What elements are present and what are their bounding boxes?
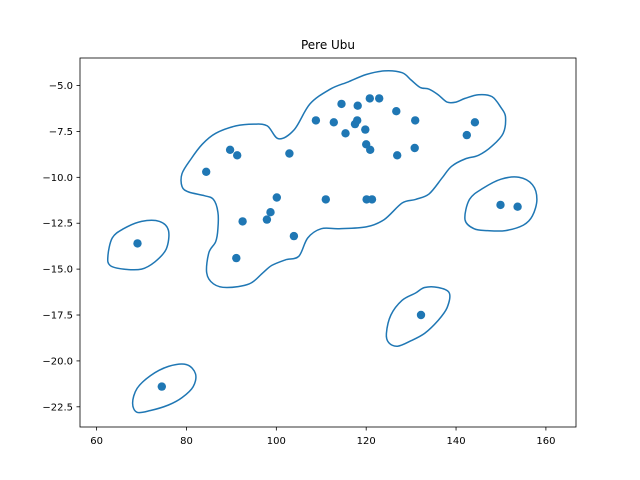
data-point-9 — [266, 208, 275, 217]
data-point-24 — [365, 94, 374, 103]
axes: 60 80 100 120 140 160 −22.5 −20.0 −17.5 −15.0 −12.… — [42, 57, 577, 447]
y-tick-label: −10.0 — [42, 173, 73, 184]
density-contour-4 — [385, 286, 451, 347]
data-point-13 — [311, 116, 321, 125]
plot-area — [106, 70, 538, 414]
x-tick-label: 120 — [357, 436, 376, 447]
data-point-1 — [133, 239, 142, 248]
data-point-3 — [202, 167, 211, 176]
y-tick-label: −22.5 — [42, 402, 73, 413]
data-point-36 — [513, 202, 522, 211]
data-point-12 — [289, 231, 299, 241]
density-contour-2 — [106, 219, 170, 271]
axes-frame — [79, 57, 577, 428]
y-tick-label: −17.5 — [42, 311, 73, 322]
chart-title: Pere Ubu — [301, 38, 355, 52]
y-tick-label: −12.5 — [42, 219, 73, 230]
data-point-15 — [329, 118, 338, 127]
y-tick-label: −15.0 — [42, 265, 73, 276]
density-contour-3 — [131, 363, 197, 414]
data-point-19 — [353, 116, 362, 125]
density-contour-5 — [464, 176, 538, 232]
data-point-2 — [157, 382, 166, 391]
data-point-31 — [411, 116, 420, 125]
x-tick-label: 140 — [446, 436, 465, 447]
data-point-34 — [470, 118, 480, 127]
data-point-28 — [392, 107, 401, 116]
data-point-29 — [393, 151, 402, 160]
data-point-21 — [361, 125, 370, 134]
data-point-10 — [272, 193, 281, 202]
y-tick-label: −5.0 — [49, 81, 73, 92]
data-point-6 — [232, 253, 241, 263]
data-point-20 — [353, 101, 362, 110]
data-point-17 — [341, 129, 350, 138]
data-point-5 — [233, 151, 242, 160]
y-tick-label: −20.0 — [42, 356, 73, 367]
data-point-14 — [321, 195, 330, 204]
data-point-30 — [410, 143, 419, 153]
x-tick-label: 100 — [267, 436, 286, 447]
data-point-16 — [337, 99, 346, 109]
data-point-25 — [366, 145, 375, 154]
data-point-7 — [238, 217, 247, 226]
x-tick-label: 60 — [90, 436, 103, 447]
data-point-11 — [285, 149, 294, 158]
data-point-4 — [225, 145, 235, 154]
density-contour-1 — [180, 70, 507, 289]
x-tick-label: 80 — [180, 436, 193, 447]
x-tick-label: 160 — [536, 436, 555, 447]
y-tick-label: −7.5 — [49, 127, 73, 138]
data-point-33 — [462, 130, 471, 140]
data-point-27 — [375, 94, 384, 103]
data-point-26 — [367, 195, 377, 204]
data-point-32 — [416, 310, 426, 320]
data-point-35 — [496, 200, 505, 210]
data-point-8 — [262, 215, 272, 224]
